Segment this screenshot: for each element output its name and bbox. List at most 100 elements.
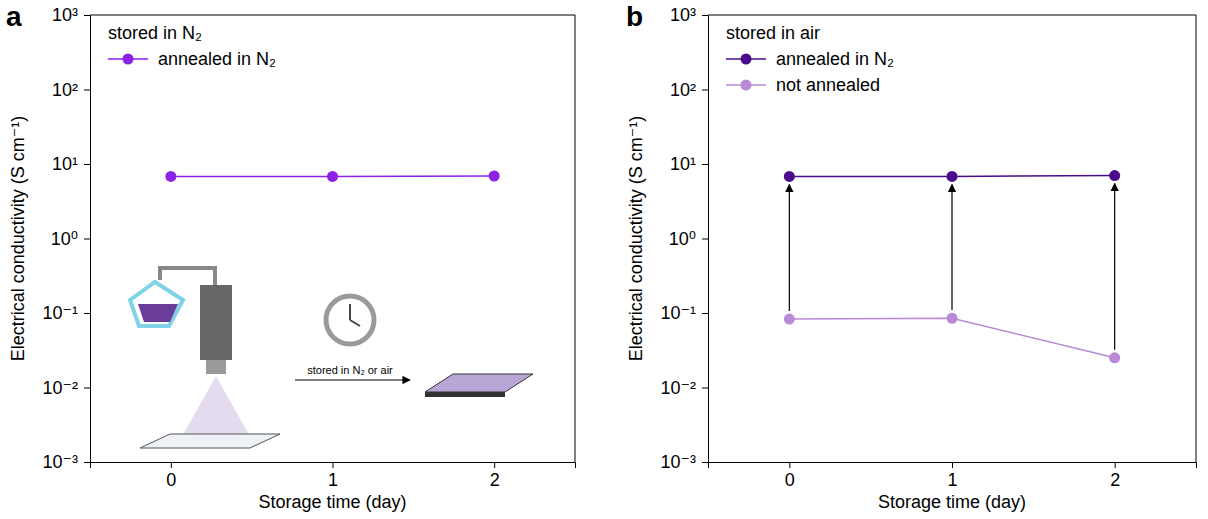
y-tick: 10⁰ — [51, 229, 90, 249]
y-tick: 10⁻² — [660, 378, 708, 398]
legend-marker — [741, 54, 752, 65]
x-axis: 0 1 2 — [91, 462, 576, 490]
panel: 10⁻³ 10⁻² 10⁻¹ 10⁰ 10¹ 10² 10³ 0 1 2 Storage time … — [626, 1, 1197, 512]
arrow — [1114, 184, 1115, 350]
x-axis-title: Storage time (day) — [878, 492, 1026, 512]
nozzle-tip — [206, 360, 226, 374]
y-tick-label: 10³ — [52, 5, 78, 25]
y-tick: 10⁻¹ — [42, 303, 90, 323]
y-axis-title: Electrical conductivity (S cm⁻¹) — [8, 116, 28, 362]
data-point — [327, 171, 338, 182]
y-tick-label: 10¹ — [52, 154, 78, 174]
x-axis-title: Storage time (day) — [258, 492, 406, 512]
y-tick-mark — [84, 462, 90, 463]
x-axis-line — [91, 463, 576, 469]
x-tick: 1 — [328, 462, 338, 490]
y-axis-title: Electrical conductivity (S cm⁻¹) — [626, 116, 646, 362]
panel-letter: b — [626, 1, 643, 32]
legend-label: annealed in N₂ — [776, 49, 894, 69]
x-tick-mark — [952, 462, 953, 468]
y-tick-mark — [84, 239, 90, 240]
x-tick-label: 1 — [947, 470, 957, 490]
x-tick-mark — [333, 462, 334, 468]
x-tick: 1 — [947, 462, 957, 490]
y-tick-label: 10⁻³ — [660, 452, 696, 472]
ink — [138, 304, 178, 322]
legend-marker — [123, 54, 134, 65]
y-tick-mark — [84, 388, 90, 389]
y-axis-line — [84, 16, 91, 463]
y-tick-mark — [702, 15, 708, 16]
clock-hand — [350, 320, 360, 326]
data-point — [1109, 170, 1120, 181]
y-tick: 10¹ — [670, 154, 708, 174]
spray — [180, 376, 252, 440]
y-tick: 10² — [670, 80, 708, 100]
x-tick-label: 0 — [785, 470, 795, 490]
legend: stored in airannealed in N₂not annealed — [726, 23, 894, 95]
frame — [708, 15, 1196, 16]
y-tick-label: 10⁻² — [660, 378, 696, 398]
y-tick: 10² — [52, 80, 90, 100]
x-tick-mark — [1115, 462, 1116, 468]
film — [425, 374, 533, 392]
x-tick-label: 0 — [166, 470, 176, 490]
data-point — [784, 171, 795, 182]
panel-letter: a — [6, 1, 22, 32]
clock-hand — [349, 304, 351, 320]
y-tick-label: 10⁰ — [51, 229, 78, 249]
y-tick-mark — [702, 90, 708, 91]
y-tick-mark — [702, 164, 708, 165]
data-point — [489, 171, 500, 182]
film-edge — [425, 392, 505, 397]
y-axis: 10⁻³ 10⁻² 10⁻¹ 10⁰ 10¹ 10² 10³ — [660, 5, 708, 472]
y-tick-label: 10⁰ — [669, 229, 696, 249]
x-tick-label: 2 — [1110, 470, 1120, 490]
substrate — [140, 434, 280, 448]
y-tick-mark — [702, 388, 708, 389]
x-tick: 2 — [1110, 462, 1120, 490]
data-point — [1109, 352, 1120, 363]
clock — [326, 296, 374, 344]
series-line — [789, 318, 1114, 358]
y-axis-line — [702, 16, 709, 463]
data-point — [784, 314, 795, 325]
y-tick-label: 10¹ — [670, 154, 696, 174]
legend-marker — [741, 80, 752, 91]
y-tick: 10⁻¹ — [660, 303, 708, 323]
panel: 10⁻³10⁻²10⁻¹10⁰10¹10²10³012Storage time … — [6, 1, 576, 512]
arrow — [789, 184, 790, 311]
y-tick-mark — [84, 15, 90, 16]
tube — [160, 268, 215, 286]
x-axis-line — [709, 463, 1197, 469]
inset-arrow — [295, 379, 410, 380]
y-tick-mark — [702, 313, 708, 314]
x-tick-mark — [494, 462, 495, 468]
x-tick-label: 1 — [328, 470, 338, 490]
y-tick-mark — [84, 164, 90, 165]
y-tick: 10⁻³ — [42, 452, 90, 472]
y-tick-label: 10⁻³ — [42, 452, 78, 472]
arrows — [789, 184, 1114, 350]
frame — [90, 15, 575, 16]
x-tick-label: 2 — [490, 470, 500, 490]
frame — [1196, 15, 1197, 462]
y-tick-mark — [702, 239, 708, 240]
y-tick: 10⁻³ — [660, 452, 708, 472]
data-point — [947, 313, 958, 324]
y-tick-mark — [84, 313, 90, 314]
plot-area — [784, 170, 1120, 363]
x-tick: 2 — [490, 462, 500, 490]
x-tick-mark — [789, 462, 790, 468]
y-tick-label: 10⁻¹ — [660, 303, 696, 323]
arrow — [951, 184, 952, 310]
x-tick: 0 — [785, 462, 795, 490]
y-tick-label: 10³ — [670, 5, 696, 25]
legend-title: stored in air — [726, 23, 820, 43]
x-tick: 0 — [166, 462, 176, 490]
legend-label: annealed in N₂ — [158, 49, 276, 69]
y-tick-mark — [84, 90, 90, 91]
y-tick-label: 10² — [670, 80, 696, 100]
x-axis: 0 1 2 — [709, 462, 1197, 490]
annotation: stored in N₂ or air — [307, 364, 393, 376]
